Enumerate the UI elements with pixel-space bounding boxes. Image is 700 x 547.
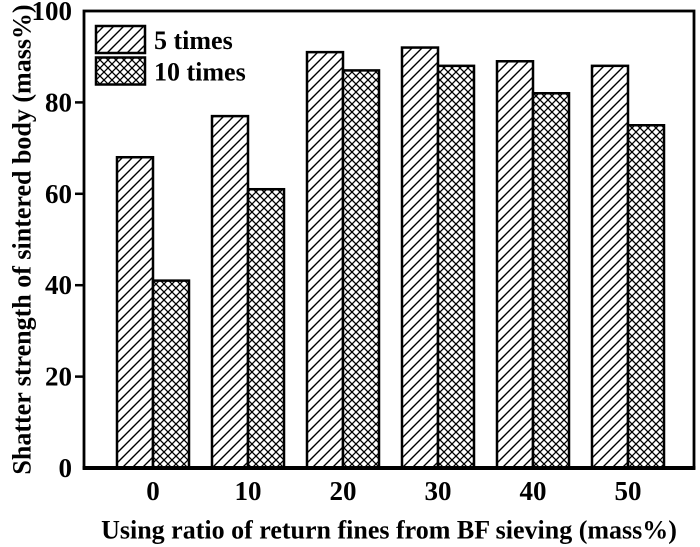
bar-5-times-40 — [495, 60, 535, 470]
legend-swatch-5-times — [94, 24, 147, 55]
x-tick-label: 30 — [425, 476, 452, 506]
x-tick-label: 0 — [146, 476, 160, 506]
y-tick-label: 40 — [45, 270, 72, 300]
bar-5-times-0 — [115, 155, 155, 470]
x-tick-label: 50 — [615, 476, 642, 506]
x-tick-label: 10 — [235, 476, 262, 506]
bar-5-times-50 — [590, 64, 630, 470]
y-tick-label: 0 — [59, 453, 73, 483]
x-axis-title: Using ratio of return fines from BF siev… — [101, 516, 677, 545]
bar-10-times-40 — [531, 92, 571, 470]
y-tick-label: 20 — [45, 362, 72, 392]
x-tick-label: 40 — [520, 476, 547, 506]
bar-10-times-30 — [436, 64, 476, 470]
bar-10-times-20 — [341, 69, 381, 470]
x-tick-label: 20 — [330, 476, 357, 506]
bar-10-times-50 — [626, 124, 666, 470]
y-tick-label: 80 — [45, 87, 72, 117]
legend-label-5-times: 5 times — [154, 26, 233, 55]
bar-5-times-10 — [210, 114, 250, 470]
legend-swatch-10-times — [94, 56, 147, 86]
bar-10-times-0 — [151, 279, 191, 470]
legend: 5 times 10 times — [94, 24, 246, 87]
legend-label-10-times: 10 times — [154, 58, 246, 87]
y-tick-label: 60 — [45, 179, 72, 209]
bar-5-times-20 — [305, 50, 345, 470]
y-tick-label: 100 — [32, 0, 73, 26]
bar-10-times-10 — [246, 187, 286, 470]
y-axis-title: Shatter strength of sintered body (mass%… — [8, 4, 37, 474]
bar-5-times-30 — [400, 46, 440, 470]
